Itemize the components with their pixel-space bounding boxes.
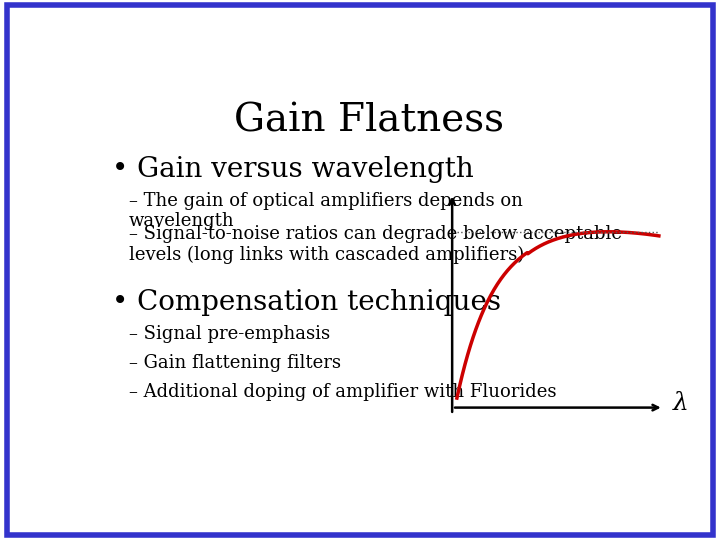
Text: λ: λ <box>673 392 689 415</box>
Text: • Compensation techniques: • Compensation techniques <box>112 289 501 316</box>
Text: Gain Flatness: Gain Flatness <box>234 102 504 139</box>
Text: – Additional doping of amplifier with Fluorides: – Additional doping of amplifier with Fl… <box>129 383 557 401</box>
Text: – The gain of optical amplifiers depends on
wavelength: – The gain of optical amplifiers depends… <box>129 192 523 231</box>
Text: • Gain versus wavelength: • Gain versus wavelength <box>112 156 474 183</box>
Text: – Signal pre-emphasis: – Signal pre-emphasis <box>129 325 330 343</box>
Text: – Gain flattening filters: – Gain flattening filters <box>129 354 341 372</box>
Text: – Signal-to-noise ratios can degrade below acceptable
levels (long links with ca: – Signal-to-noise ratios can degrade bel… <box>129 225 622 264</box>
